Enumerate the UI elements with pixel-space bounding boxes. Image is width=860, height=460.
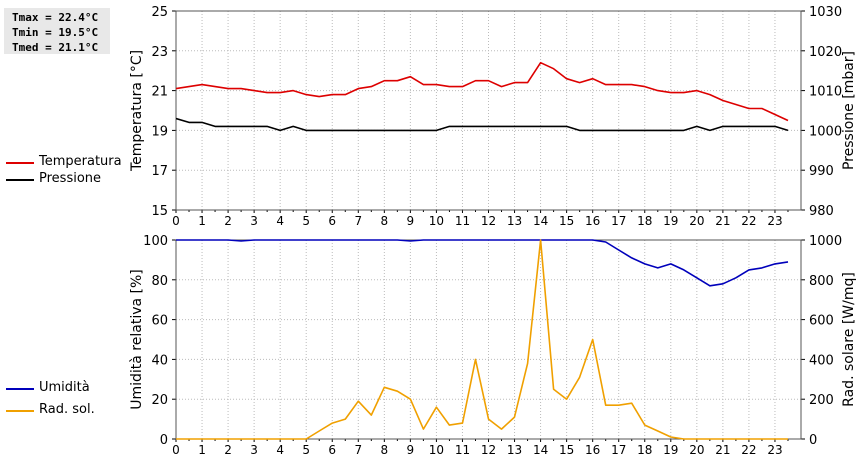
right-axis-label: Rad. solare [W/mq] [841,272,857,407]
x-tick-label: 1 [198,214,206,228]
x-tick-label: 19 [663,214,678,228]
x-tick-label: 4 [276,214,284,228]
x-tick-label: 16 [585,214,600,228]
x-tick-label: 4 [276,443,284,457]
y-left-tick-label: 15 [151,204,168,219]
x-tick-label: 2 [224,443,232,457]
x-tick-label: 1 [198,443,206,457]
y-left-tick-label: 21 [151,85,168,100]
x-tick-label: 7 [354,214,362,228]
y-left-tick-label: 25 [151,5,168,20]
x-tick-label: 5 [302,443,310,457]
stat-tmin: Tmin = 19.5°C [12,26,99,39]
x-tick-label: 9 [407,443,415,457]
plot-frame [175,10,802,211]
y-left-tick-label: 23 [151,45,168,60]
x-tick-label: 6 [328,443,336,457]
x-tick-label: 3 [250,443,258,457]
y-right-tick-label: 1020 [809,45,842,60]
x-tick-label: 21 [715,443,730,457]
legend-label-temperature: Temperatura [39,154,122,169]
x-tick-label: 10 [429,214,444,228]
legend-swatch-solar [6,410,34,412]
x-tick-label: 16 [585,443,600,457]
stat-tmax: Tmax = 22.4°C [12,11,99,24]
legend-label-solar: Rad. sol. [39,402,95,417]
legend-label-humidity: Umidità [39,380,90,395]
x-tick-label: 13 [507,214,522,228]
x-tick-label: 6 [328,214,336,228]
y-right-tick-label: 0 [809,433,817,448]
y-right-tick-label: 1000 [809,234,842,249]
legend-swatch-temperature [6,162,34,164]
x-tick-label: 0 [172,214,180,228]
x-tick-label: 11 [455,443,470,457]
x-tick-label: 18 [637,214,652,228]
y-right-tick-label: 1030 [809,5,842,20]
x-tick-label: 13 [507,443,522,457]
x-tick-label: 12 [481,443,496,457]
y-right-tick-label: 980 [809,204,834,219]
x-tick-label: 0 [172,443,180,457]
x-tick-label: 8 [381,443,389,457]
x-tick-label: 11 [455,214,470,228]
x-tick-label: 10 [429,443,444,457]
series-line-temperatura [176,61,789,122]
x-tick-label: 3 [250,214,258,228]
chart-panel-0: 0 1 2 3 4 5 6 7 8 9 10 11 12 13 14 15 16 17 18 19 20 21 22 2315… [129,5,857,228]
y-left-tick-label: 17 [151,164,168,179]
y-right-tick-label: 990 [809,164,834,179]
x-tick-label: 23 [767,214,782,228]
chart-panel-1: 0 1 2 3 4 5 6 7 8 9 10 11 12 13 14 15 16 17 18 19 20 21 22 2302… [129,234,857,457]
right-axis-label: Pressione [mbar] [841,51,857,170]
x-tick-label: 23 [767,443,782,457]
y-left-tick-label: 0 [160,433,168,448]
x-tick-label: 18 [637,443,652,457]
stats-box: Tmax = 22.4°C Tmin = 19.5°C Tmed = 21.1°… [4,8,110,54]
x-tick-label: 5 [302,214,310,228]
y-right-tick-label: 1010 [809,85,842,100]
x-tick-label: 14 [533,214,548,228]
x-tick-label: 8 [381,214,389,228]
x-tick-label: 14 [533,443,548,457]
x-tick-label: 15 [559,214,574,228]
x-tick-label: 21 [715,214,730,228]
x-tick-label: 7 [354,443,362,457]
x-tick-label: 15 [559,443,574,457]
y-left-tick-label: 40 [151,353,168,368]
y-right-tick-label: 400 [809,353,834,368]
y-left-tick-label: 20 [151,393,168,408]
x-tick-label: 9 [407,214,415,228]
series-line-rad-sol- [176,239,788,440]
y-right-tick-label: 600 [809,314,834,329]
x-tick-label: 20 [689,443,704,457]
x-tick-label: 12 [481,214,496,228]
legend-label-pressure: Pressione [39,171,102,186]
y-left-tick-label: 60 [151,314,168,329]
x-tick-label: 19 [663,443,678,457]
x-tick-label: 2 [224,214,232,228]
x-tick-label: 20 [689,214,704,228]
y-right-tick-label: 200 [809,393,834,408]
y-left-tick-label: 100 [143,234,168,249]
legend-swatch-pressure [6,179,34,181]
left-axis-label: Umidità relativa [%] [129,269,145,410]
stat-tmed: Tmed = 21.1°C [12,41,99,54]
y-left-tick-label: 19 [151,124,168,139]
series-line-umidit- [176,239,789,287]
legend-swatch-humidity [6,388,34,390]
x-tick-label: 22 [741,443,756,457]
y-right-tick-label: 800 [809,274,834,289]
x-tick-label: 17 [611,214,626,228]
x-tick-label: 17 [611,443,626,457]
y-right-tick-label: 1000 [809,124,842,139]
series-line-pressione [176,117,789,132]
x-tick-label: 22 [741,214,756,228]
left-axis-label: Temperatura [°C] [129,50,145,172]
y-left-tick-label: 80 [151,274,168,289]
